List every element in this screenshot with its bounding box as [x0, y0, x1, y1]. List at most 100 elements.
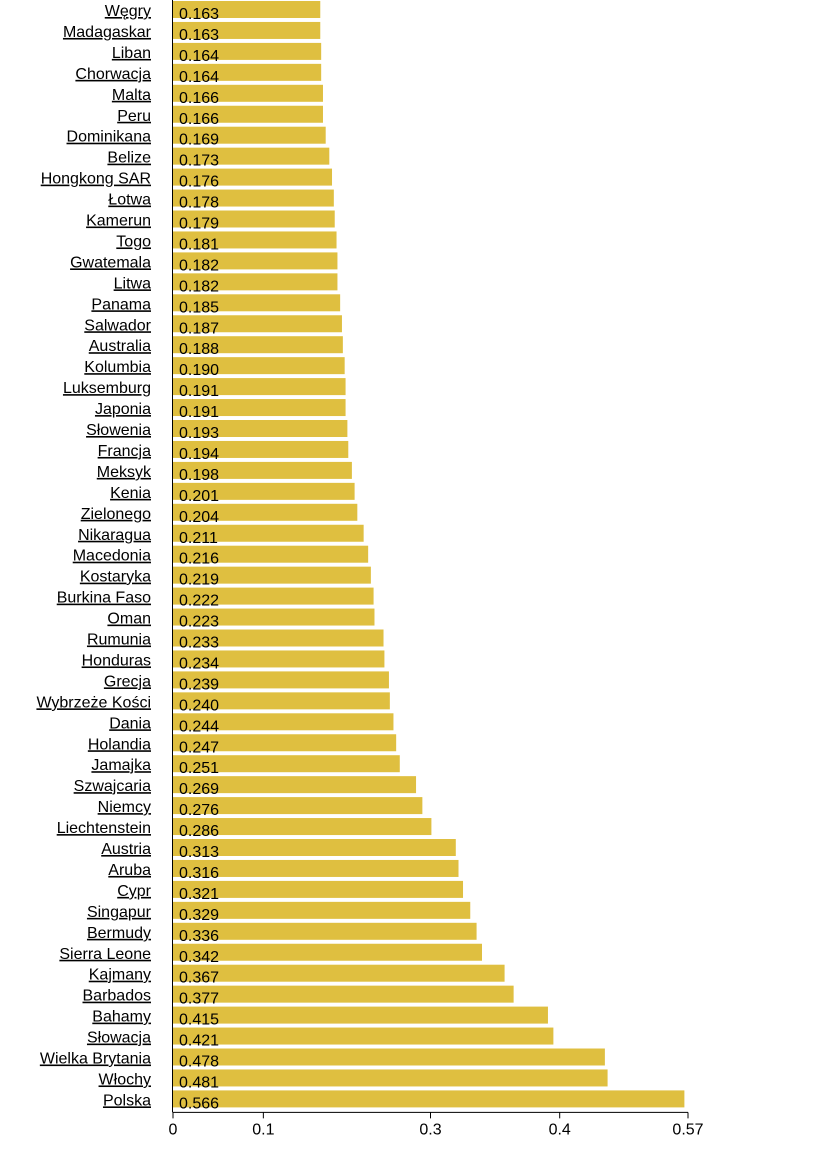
bar-3[interactable]: [173, 63, 322, 81]
bar-50[interactable]: [173, 1048, 605, 1066]
bar-17[interactable]: [173, 357, 345, 375]
category-label[interactable]: Dania: [109, 715, 151, 732]
bar-23[interactable]: [173, 482, 355, 500]
bar-36[interactable]: [173, 755, 400, 773]
category-label[interactable]: Sierra Leone: [59, 946, 151, 963]
bar-40[interactable]: [173, 839, 456, 856]
category-label[interactable]: Madagaskar: [63, 24, 152, 41]
category-label[interactable]: Malta: [112, 87, 151, 104]
bar-22[interactable]: [173, 461, 352, 479]
bar-49[interactable]: [173, 1027, 554, 1045]
bar-14[interactable]: [173, 294, 341, 312]
category-label[interactable]: Słowenia: [86, 422, 151, 439]
category-label[interactable]: Burkina Faso: [57, 590, 151, 607]
category-label[interactable]: Rumunia: [87, 632, 151, 649]
category-label[interactable]: Kamerun: [86, 213, 151, 230]
bar-1[interactable]: [173, 21, 321, 39]
category-label[interactable]: Meksyk: [97, 464, 152, 481]
category-label[interactable]: Honduras: [82, 652, 151, 669]
bar-8[interactable]: [173, 168, 333, 186]
category-label[interactable]: Belize: [107, 150, 151, 167]
bar-37[interactable]: [173, 776, 417, 794]
category-label[interactable]: Chorwacja: [75, 66, 151, 83]
category-label[interactable]: Australia: [89, 338, 151, 355]
bar-39[interactable]: [173, 818, 432, 836]
category-label[interactable]: Szwajcaria: [74, 778, 151, 795]
bar-42[interactable]: [173, 880, 464, 898]
bar-2[interactable]: [173, 42, 322, 60]
bar-48[interactable]: [173, 1006, 548, 1024]
bar-7[interactable]: [173, 147, 330, 165]
bar-9[interactable]: [173, 189, 334, 207]
category-label[interactable]: Bahamy: [92, 1009, 151, 1026]
category-label[interactable]: Peru: [117, 108, 151, 125]
category-label[interactable]: Singapur: [87, 904, 152, 921]
category-label[interactable]: Słowacja: [87, 1030, 151, 1047]
category-label[interactable]: Oman: [107, 611, 151, 628]
bar-4[interactable]: [173, 84, 323, 102]
bar-52[interactable]: [173, 1090, 685, 1108]
bar-11[interactable]: [173, 231, 337, 249]
bar-27[interactable]: [173, 566, 371, 584]
category-label[interactable]: Bermudy: [87, 925, 151, 942]
bar-19[interactable]: [173, 399, 346, 417]
bar-12[interactable]: [173, 252, 338, 270]
category-label[interactable]: Zielonego: [81, 506, 151, 523]
bar-10[interactable]: [173, 210, 335, 228]
category-label[interactable]: Jamajka: [91, 757, 151, 774]
bar-20[interactable]: [173, 420, 348, 437]
bar-43[interactable]: [173, 901, 471, 919]
bar-26[interactable]: [173, 545, 369, 563]
category-label[interactable]: Francja: [98, 443, 151, 460]
category-label[interactable]: Dominikana: [67, 129, 152, 146]
bar-45[interactable]: [173, 943, 482, 961]
bar-47[interactable]: [173, 985, 514, 1003]
bar-41[interactable]: [173, 859, 459, 877]
category-label[interactable]: Niemcy: [98, 799, 151, 816]
bar-15[interactable]: [173, 315, 342, 333]
category-label[interactable]: Nikaragua: [78, 527, 151, 544]
bar-24[interactable]: [173, 503, 358, 521]
bar-28[interactable]: [173, 587, 374, 605]
category-label[interactable]: Wybrzeże Kości: [36, 694, 151, 711]
category-label[interactable]: Litwa: [114, 275, 151, 292]
bar-21[interactable]: [173, 440, 349, 458]
bar-5[interactable]: [173, 105, 323, 123]
bar-0[interactable]: [173, 1, 321, 18]
bar-32[interactable]: [173, 671, 389, 689]
bar-18[interactable]: [173, 378, 346, 396]
category-label[interactable]: Polska: [103, 1092, 151, 1109]
category-label[interactable]: Macedonia: [73, 548, 151, 565]
category-label[interactable]: Holandia: [88, 736, 151, 753]
category-label[interactable]: Wielka Brytania: [40, 1051, 151, 1068]
bar-16[interactable]: [173, 336, 343, 354]
category-label[interactable]: Panama: [91, 296, 151, 313]
category-label[interactable]: Kostaryka: [80, 569, 151, 586]
bar-29[interactable]: [173, 608, 375, 626]
category-label[interactable]: Japonia: [95, 401, 151, 418]
bar-13[interactable]: [173, 273, 338, 291]
bar-25[interactable]: [173, 524, 364, 542]
category-label[interactable]: Aruba: [108, 862, 151, 879]
bar-38[interactable]: [173, 797, 423, 815]
category-label[interactable]: Hongkong SAR: [41, 171, 151, 188]
bar-31[interactable]: [173, 650, 385, 668]
category-label[interactable]: Liechtenstein: [57, 820, 151, 837]
category-label[interactable]: Cypr: [117, 883, 151, 900]
category-label[interactable]: Węgry: [105, 3, 151, 20]
category-label[interactable]: Luksemburg: [63, 380, 151, 397]
category-label[interactable]: Barbados: [83, 988, 152, 1005]
category-label[interactable]: Grecja: [104, 673, 151, 690]
category-label[interactable]: Gwatemala: [70, 254, 151, 271]
category-label[interactable]: Włochy: [99, 1071, 151, 1088]
bar-30[interactable]: [173, 629, 384, 647]
bar-6[interactable]: [173, 126, 326, 144]
bar-33[interactable]: [173, 692, 390, 710]
category-label[interactable]: Łotwa: [108, 192, 151, 209]
category-label[interactable]: Kajmany: [89, 967, 151, 984]
bar-35[interactable]: [173, 734, 397, 752]
bar-46[interactable]: [173, 964, 505, 982]
bar-51[interactable]: [173, 1069, 608, 1087]
category-label[interactable]: Salwador: [84, 317, 151, 334]
category-label[interactable]: Kolumbia: [84, 359, 151, 376]
